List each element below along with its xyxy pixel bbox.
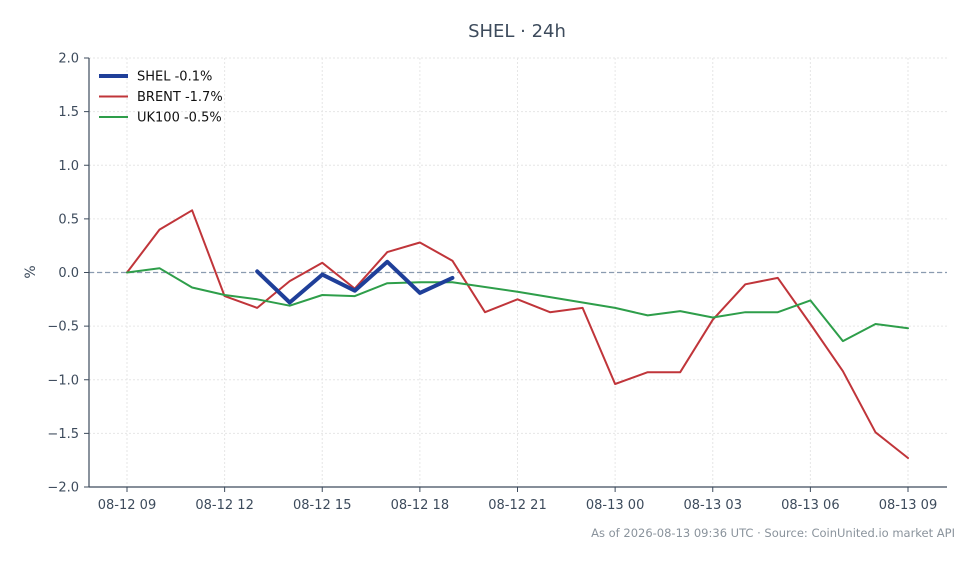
chart-title: SHEL · 24h [468, 21, 566, 42]
x-tick-label: 08-12 15 [293, 498, 351, 513]
x-tick-label: 08-12 18 [391, 498, 449, 513]
series-line-0 [255, 259, 455, 305]
legend-entry-0: SHEL -0.1% [137, 70, 212, 85]
y-tick-label: 1.5 [58, 105, 79, 120]
y-tick-label: 0.5 [58, 212, 79, 227]
legend-entry-2: UK100 -0.5% [137, 111, 222, 126]
x-tick-label: 08-12 21 [488, 498, 546, 513]
x-tick-label: 08-13 03 [684, 498, 742, 513]
series-line-2 [126, 267, 909, 343]
y-tick-label: −0.5 [47, 320, 79, 335]
y-tick-label: 1.0 [58, 159, 79, 174]
x-tick-label: 08-12 12 [195, 498, 253, 513]
x-tick-label: 08-13 06 [781, 498, 839, 513]
x-tick-label: 08-12 09 [98, 498, 156, 513]
source-footnote: As of 2026-08-13 09:36 UTC · Source: Coi… [591, 526, 955, 540]
y-axis-label: % [23, 265, 39, 278]
y-tick-label: 2.0 [58, 52, 79, 67]
legend-entry-1: BRENT -1.7% [137, 90, 223, 105]
series-line-1 [126, 209, 909, 459]
series-lines [126, 209, 909, 459]
grid [89, 57, 947, 488]
x-tick-label: 08-13 00 [586, 498, 644, 513]
y-tick-label: −1.0 [47, 373, 79, 388]
axes: 2.0 1.5 1.0 0.5 0.0 −0.5 −1.0 −1.5 −2.0 08-12 09 0… [47, 52, 947, 513]
y-tick-label: −2.0 [47, 481, 79, 496]
y-tick-label: −1.5 [47, 427, 79, 442]
y-tick-label: 0.0 [58, 266, 79, 281]
legend: SHEL -0.1% BRENT -1.7% UK100 -0.5% [99, 70, 223, 126]
x-tick-label: 08-13 09 [879, 498, 937, 513]
